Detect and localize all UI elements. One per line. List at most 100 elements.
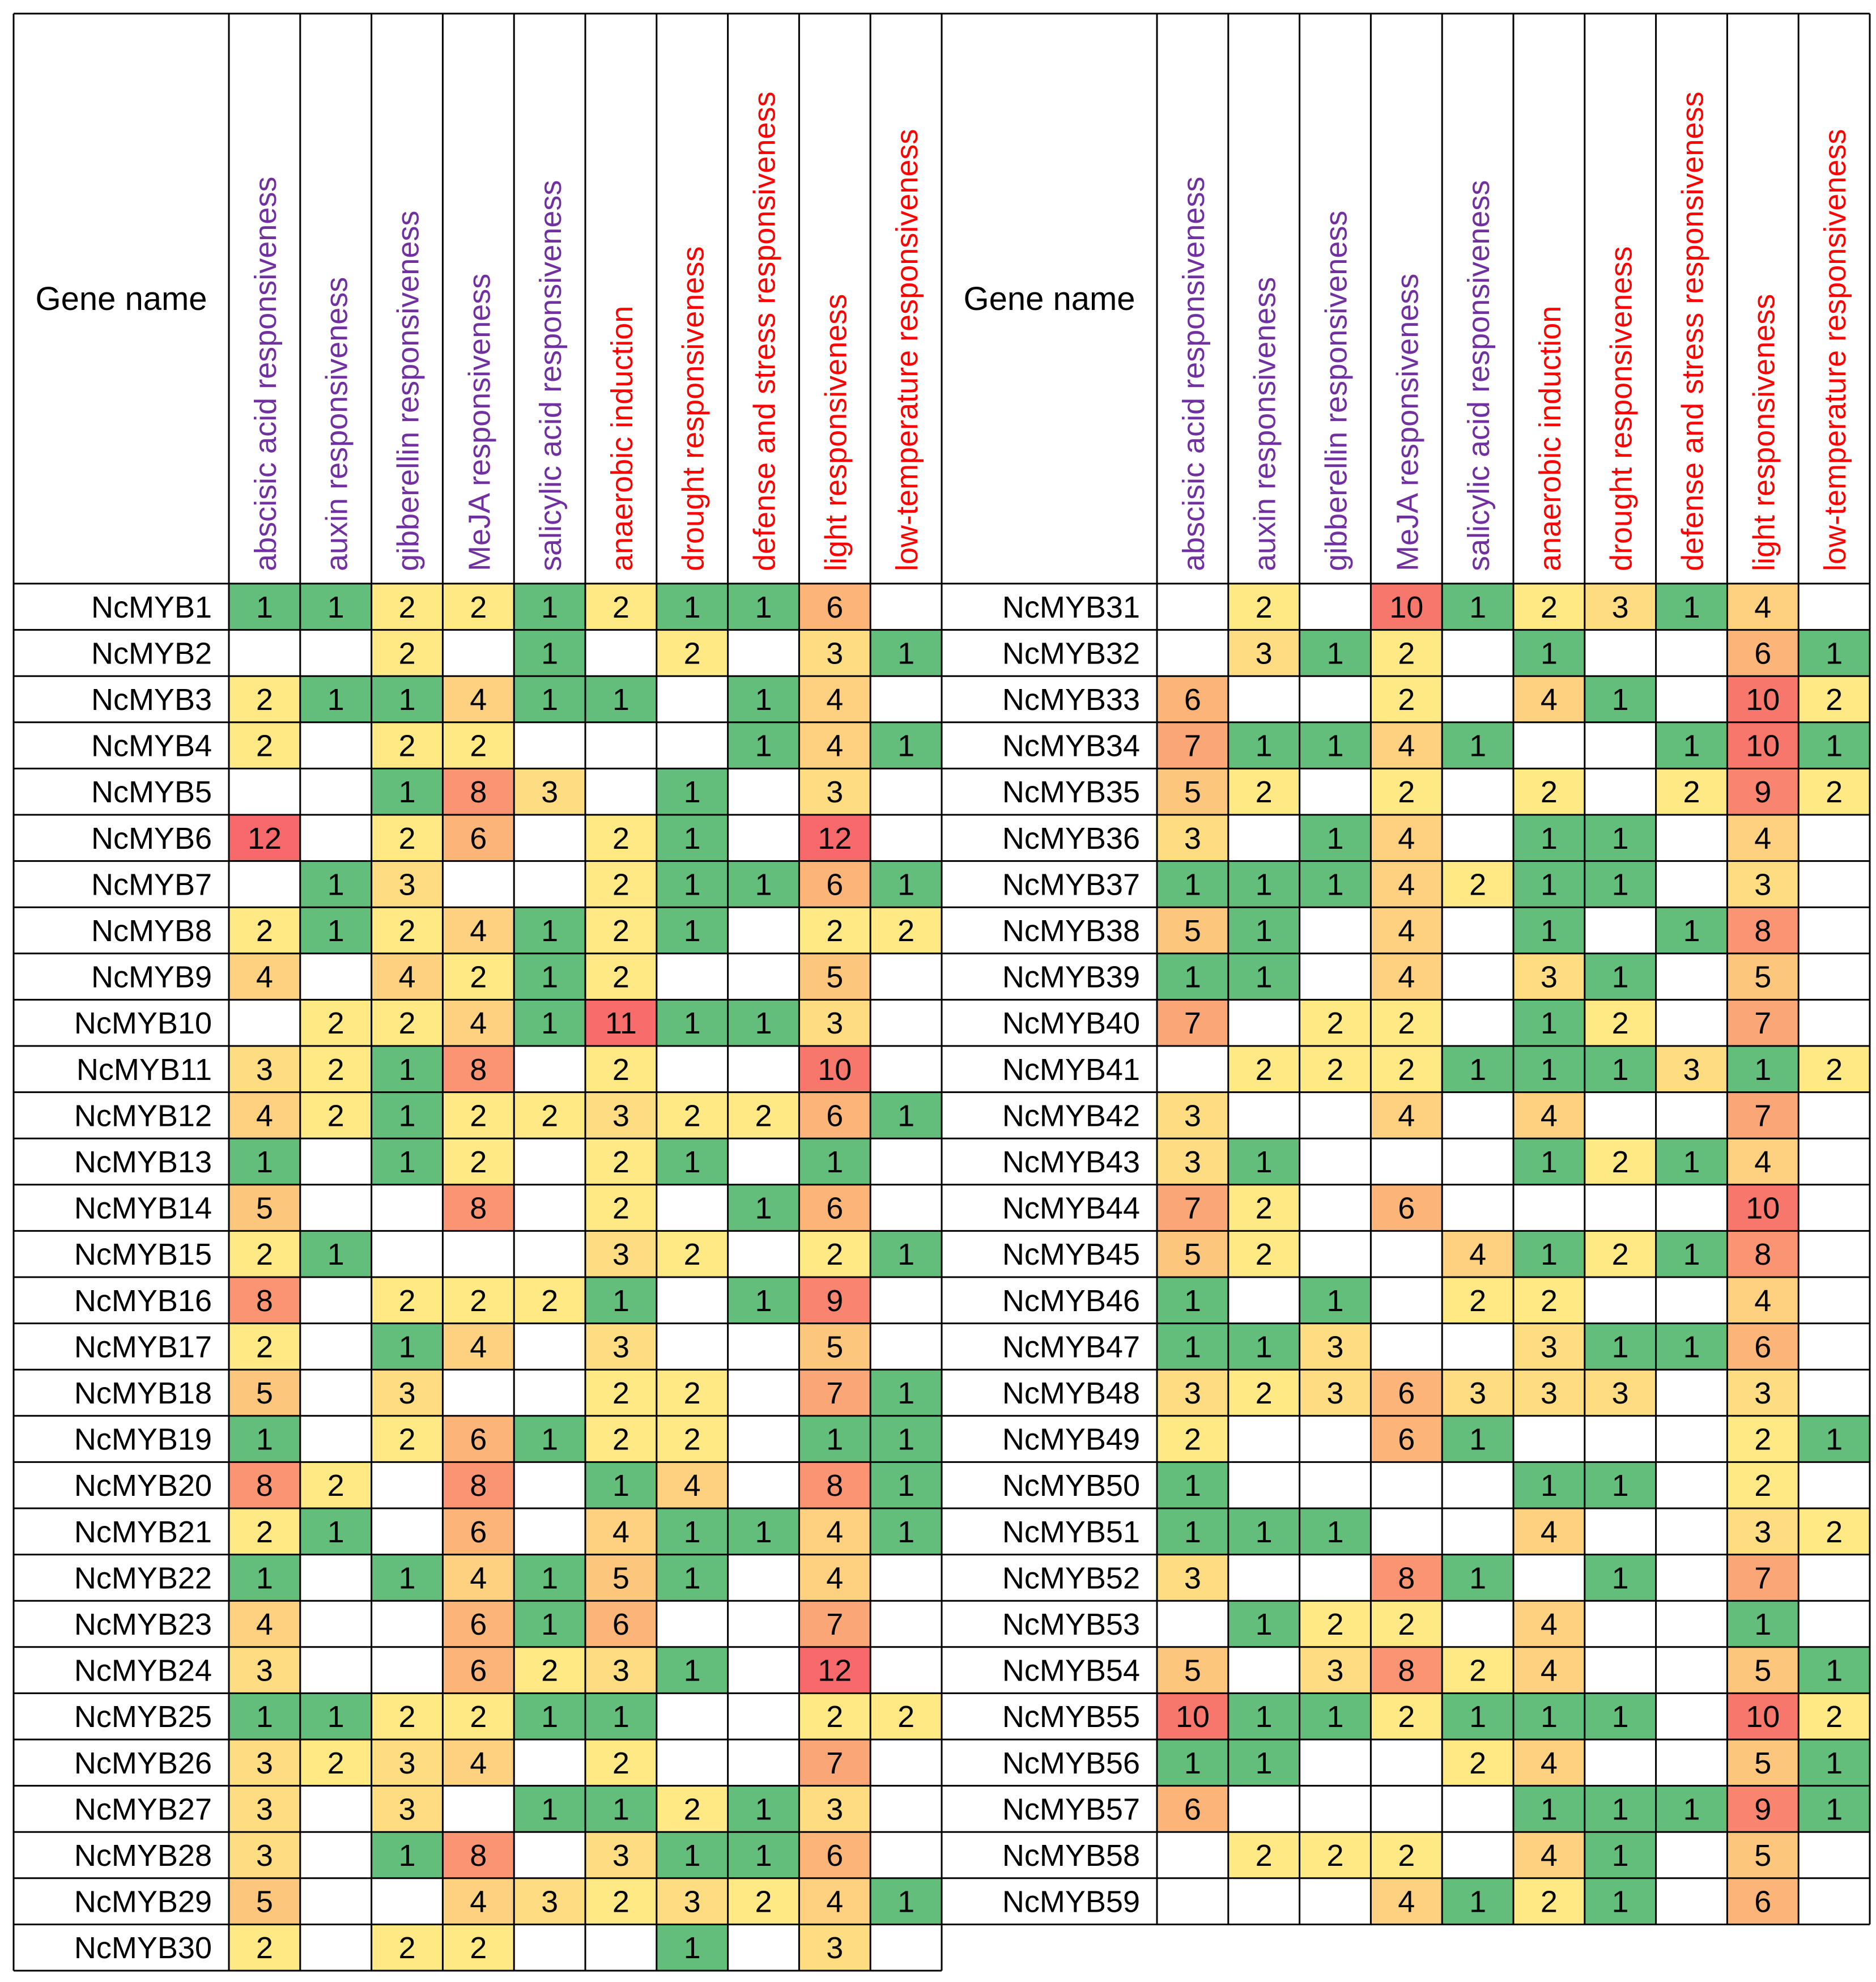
heat-cell (1727, 1138, 1799, 1185)
heat-cell (1157, 1415, 1228, 1462)
cell-value: 1 (897, 1515, 914, 1549)
cell-value: 2 (470, 1099, 487, 1133)
cell-value: 4 (684, 1469, 701, 1503)
heat-cell (728, 1739, 799, 1786)
heat-cell (371, 1046, 443, 1092)
cell-value: 4 (1754, 1284, 1771, 1318)
cell-value: 3 (826, 1792, 843, 1826)
heat-cell (728, 1462, 799, 1508)
heat-cell (1371, 722, 1443, 769)
column-header-anaerobic-induction: anaerobic induction (605, 306, 639, 571)
heat-cell (1798, 1138, 1870, 1185)
cell-value: 2 (684, 1792, 701, 1826)
heat-cell (229, 722, 300, 769)
heat-cell (1157, 1046, 1228, 1092)
heat-cell (656, 630, 728, 677)
heat-cell (799, 1601, 871, 1647)
heat-cell (1442, 815, 1513, 861)
heat-cell (443, 1277, 514, 1324)
cell-value: 2 (1398, 1053, 1415, 1087)
heat-cell (728, 1323, 799, 1370)
heat-cell (1513, 1554, 1585, 1601)
column-header-drought-responsiveness: drought responsiveness (677, 246, 711, 571)
heat-cell (443, 1878, 514, 1925)
heat-cell (1299, 1647, 1371, 1694)
heat-cell (656, 1878, 728, 1925)
heat-cell (1371, 1138, 1443, 1185)
heat-cell (1656, 815, 1728, 861)
cell-value: 4 (826, 1561, 843, 1595)
heat-cell (514, 1554, 585, 1601)
cell-value: 2 (612, 822, 629, 856)
heat-cell (1299, 953, 1371, 1000)
cell-value: 2 (398, 1931, 415, 1965)
cell-value: 1 (1541, 914, 1558, 948)
heat-cell (300, 1739, 372, 1786)
cell-value: 2 (1826, 683, 1843, 717)
heat-cell (443, 1231, 514, 1277)
heat-cell (514, 630, 585, 677)
heat-cell (443, 1554, 514, 1601)
heat-cell (443, 768, 514, 815)
heat-cell (1656, 1046, 1728, 1092)
cell-value: 3 (398, 1792, 415, 1826)
heat-cell (1228, 1369, 1300, 1416)
heat-cell (1157, 1739, 1228, 1786)
cell-value: 4 (1398, 822, 1415, 856)
heat-cell (371, 1323, 443, 1370)
cell-value: 4 (1754, 590, 1771, 624)
cell-value: 1 (684, 590, 701, 624)
heat-cell (1656, 1785, 1728, 1832)
cell-value: 5 (1184, 1654, 1201, 1688)
cell-value: 2 (1683, 775, 1700, 809)
heat-cell (585, 584, 657, 630)
cell-value: 1 (327, 1237, 344, 1271)
cell-value: 2 (398, 1423, 415, 1457)
cell-value: 8 (470, 1053, 487, 1087)
heat-cell (1228, 1878, 1300, 1925)
heat-cell (1513, 768, 1585, 815)
cell-value: 1 (1826, 1654, 1843, 1688)
gene-label: NcMYB8 (91, 914, 212, 948)
heat-cell (1584, 907, 1656, 954)
heat-cell (1798, 1277, 1870, 1324)
heat-cell (1157, 1092, 1228, 1139)
heat-cell (1513, 907, 1585, 954)
gene-label: NcMYB56 (1002, 1746, 1140, 1780)
heat-cell (656, 1739, 728, 1786)
cell-value: 2 (398, 1006, 415, 1040)
column-header-auxin-responsiveness: auxin responsiveness (1248, 277, 1282, 571)
cell-value: 1 (327, 1700, 344, 1734)
cell-value: 10 (1176, 1700, 1210, 1734)
cell-value: 8 (470, 1839, 487, 1873)
cell-value: 9 (1754, 1792, 1771, 1826)
heat-cell (799, 953, 871, 1000)
heat-cell (1371, 1693, 1443, 1739)
cell-value: 1 (612, 1792, 629, 1826)
cell-value: 1 (1541, 867, 1558, 901)
column-header-gibberellin-responsiveness: gibberellin responsiveness (1320, 211, 1354, 571)
cell-value: 1 (1256, 1700, 1273, 1734)
cell-value: 6 (1398, 1423, 1415, 1457)
gene-label: NcMYB48 (1002, 1376, 1140, 1410)
heat-cell (1371, 1231, 1443, 1277)
heat-cell (514, 1647, 585, 1694)
heat-cell (443, 1415, 514, 1462)
heat-cell (1798, 1184, 1870, 1231)
heat-cell (371, 676, 443, 722)
heat-cell (300, 1092, 372, 1139)
cell-value: 1 (1541, 1006, 1558, 1040)
heat-cell (1584, 1739, 1656, 1786)
cell-value: 7 (1754, 1561, 1771, 1595)
heat-cell (799, 1832, 871, 1878)
heat-cell (1727, 676, 1799, 722)
cell-value: 1 (684, 1654, 701, 1688)
gene-label: NcMYB29 (74, 1885, 212, 1919)
cell-value: 1 (1612, 822, 1629, 856)
heat-cell (371, 1601, 443, 1647)
heat-cell (229, 1647, 300, 1694)
heat-cell (229, 1415, 300, 1462)
heat-cell (799, 1647, 871, 1694)
cell-value: 2 (1754, 1469, 1771, 1503)
cell-value: 1 (1683, 1792, 1700, 1826)
